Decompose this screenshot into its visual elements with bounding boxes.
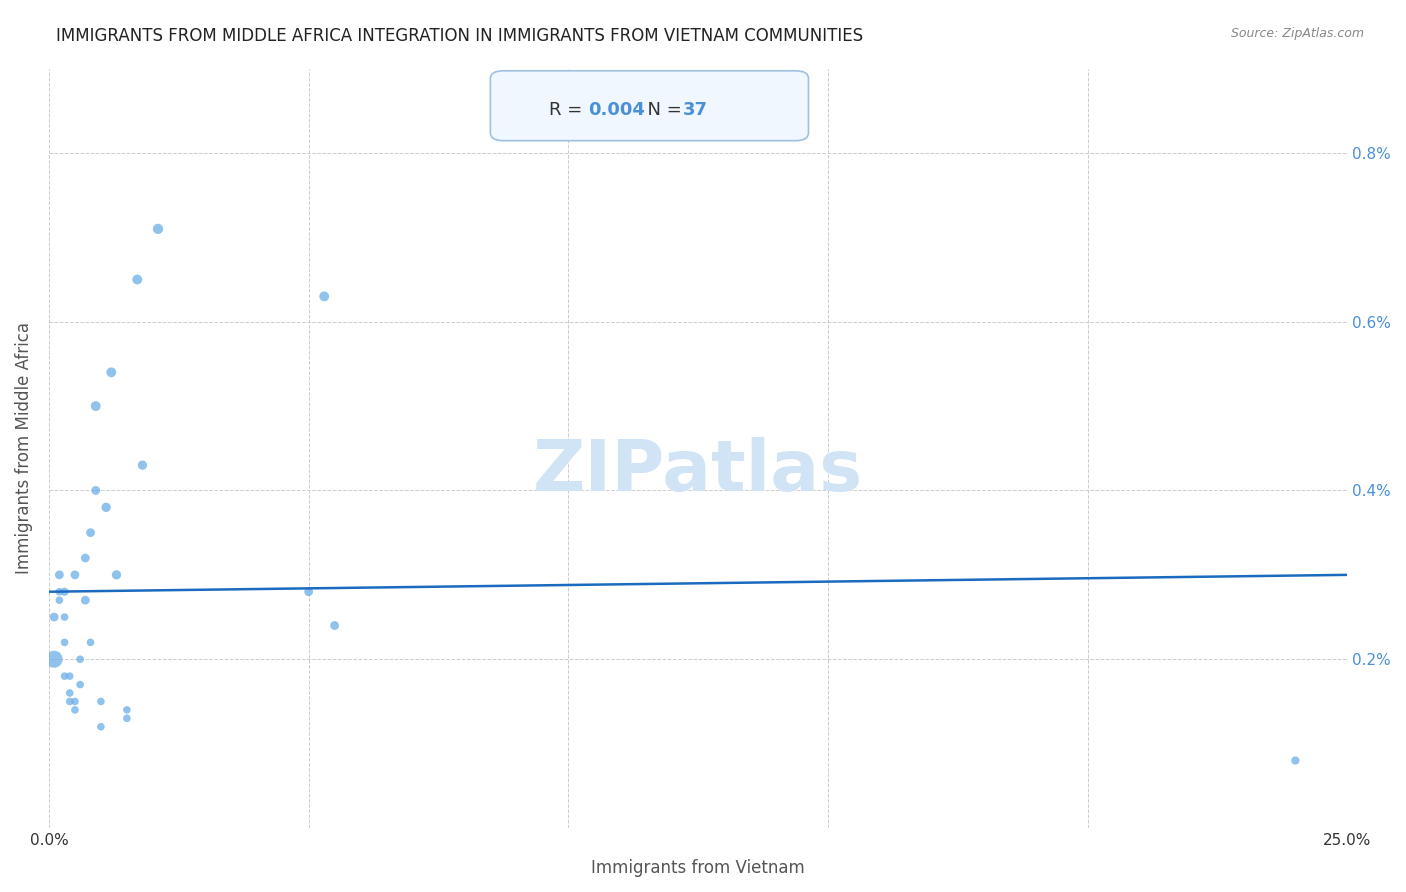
Point bbox=[44, 652, 66, 666]
Y-axis label: Immigrants from Middle Africa: Immigrants from Middle Africa bbox=[15, 322, 32, 574]
Point bbox=[63, 694, 86, 708]
Point bbox=[48, 584, 70, 599]
Point bbox=[146, 222, 169, 236]
Point bbox=[59, 669, 82, 683]
Point bbox=[53, 610, 76, 624]
Point bbox=[90, 720, 112, 734]
Text: N =: N = bbox=[636, 101, 688, 120]
Point bbox=[94, 500, 117, 515]
Text: R =: R = bbox=[548, 101, 588, 120]
Point bbox=[69, 677, 91, 691]
Point bbox=[59, 686, 82, 700]
Point bbox=[298, 584, 321, 599]
Point bbox=[79, 635, 101, 649]
Point bbox=[53, 635, 76, 649]
Text: 0.004: 0.004 bbox=[588, 101, 644, 120]
Point bbox=[63, 567, 86, 582]
Point bbox=[75, 551, 97, 566]
Point bbox=[84, 399, 107, 413]
Point bbox=[75, 593, 97, 607]
Point bbox=[53, 669, 76, 683]
Point bbox=[59, 694, 82, 708]
FancyBboxPatch shape bbox=[491, 70, 808, 141]
Point bbox=[48, 567, 70, 582]
Text: IMMIGRANTS FROM MIDDLE AFRICA INTEGRATION IN IMMIGRANTS FROM VIETNAM COMMUNITIES: IMMIGRANTS FROM MIDDLE AFRICA INTEGRATIO… bbox=[56, 27, 863, 45]
Text: Source: ZipAtlas.com: Source: ZipAtlas.com bbox=[1230, 27, 1364, 40]
Point bbox=[84, 483, 107, 498]
Point bbox=[115, 711, 138, 725]
Point bbox=[69, 652, 91, 666]
Point bbox=[127, 272, 149, 286]
Point bbox=[44, 610, 66, 624]
Point bbox=[53, 584, 76, 599]
Point bbox=[115, 703, 138, 717]
Point bbox=[323, 618, 346, 632]
Point bbox=[48, 593, 70, 607]
Text: 37: 37 bbox=[682, 101, 707, 120]
Point bbox=[1284, 754, 1306, 768]
Point bbox=[90, 694, 112, 708]
Point bbox=[131, 458, 153, 472]
Point bbox=[314, 289, 336, 303]
Point bbox=[63, 703, 86, 717]
Point bbox=[100, 365, 122, 379]
X-axis label: Immigrants from Vietnam: Immigrants from Vietnam bbox=[592, 859, 806, 877]
Point bbox=[105, 567, 128, 582]
Point bbox=[79, 525, 101, 540]
Text: ZIPatlas: ZIPatlas bbox=[533, 436, 863, 506]
